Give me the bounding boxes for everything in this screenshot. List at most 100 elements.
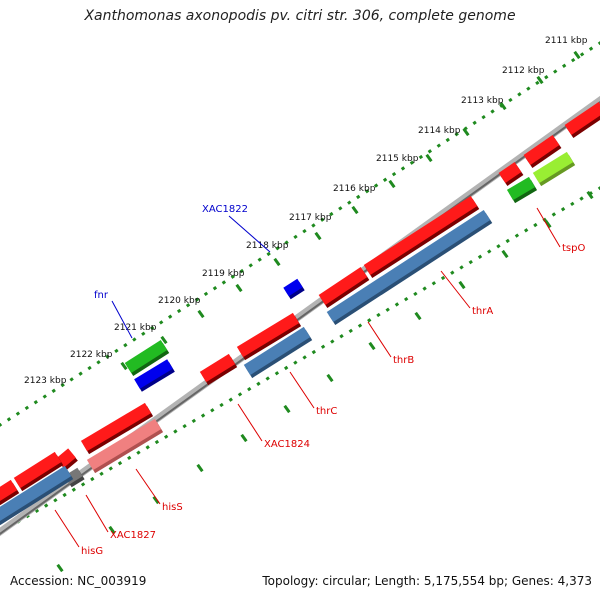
gene-hiss[interactable] [80, 402, 154, 455]
kbp-tick-label: 2122 kbp [70, 350, 113, 360]
kbp-tick-label: 2112 kbp [502, 66, 545, 76]
gene-label[interactable]: thrA [472, 306, 493, 317]
track-dot [6, 417, 12, 422]
gene-label-leader [228, 215, 271, 253]
track-dot [468, 259, 473, 265]
track-dot [329, 211, 334, 217]
track-dot [570, 57, 576, 63]
track-dot [338, 206, 343, 211]
kbp-tick-mark [152, 495, 160, 505]
kbp-tick-label: 2121 kbp [114, 323, 157, 333]
track-dot [348, 328, 353, 334]
kbp-tick-label: 2118 kbp [246, 241, 289, 251]
track-dot [176, 308, 182, 314]
track-dot [413, 291, 418, 296]
gene-label[interactable]: tspO [562, 243, 585, 254]
gene-xac1824[interactable] [199, 353, 238, 386]
gene-xac1822-highlight[interactable] [283, 278, 305, 300]
gene-xac1827[interactable] [13, 451, 64, 492]
gene-tspo-neighbor[interactable] [498, 162, 524, 186]
track-dot [194, 297, 200, 302]
gene-thra[interactable] [363, 195, 480, 279]
track-dot [535, 80, 540, 86]
kbp-tick-label: 2123 kbp [24, 376, 67, 386]
gene-hiss-light[interactable] [86, 418, 164, 474]
kbp-tick-mark [197, 309, 205, 319]
track-dot [311, 223, 316, 228]
kbp-tick-label: 2120 kbp [158, 296, 201, 306]
gene-tspo-green[interactable] [506, 176, 538, 204]
track-dot [182, 424, 187, 429]
cds-hisg[interactable] [0, 465, 74, 526]
gene-label[interactable]: thrC [316, 406, 337, 417]
track-dot [33, 400, 38, 405]
genome-backbone [0, 95, 600, 537]
gene-label[interactable]: thrB [393, 355, 414, 366]
gene-thrb[interactable] [318, 267, 370, 308]
track-dot [105, 354, 110, 359]
gene-label[interactable]: XAC1824 [264, 439, 310, 450]
gene-upper-right[interactable] [564, 102, 600, 138]
kbp-tick-mark [351, 205, 359, 215]
gene-tspo-light[interactable] [532, 151, 576, 187]
track-dot [42, 394, 47, 399]
track-dot [553, 69, 558, 74]
track-dot [570, 201, 575, 207]
gene-body [564, 102, 600, 135]
track-dot [228, 397, 233, 402]
kbp-tick-mark [499, 101, 507, 111]
track-dot [356, 194, 361, 200]
gene-body [363, 195, 478, 276]
track-dot [391, 171, 397, 177]
kbp-tick-label: 2117 kbp [289, 213, 332, 223]
gene-label-leader [367, 321, 392, 358]
track-dot [266, 251, 271, 257]
track-dot [311, 349, 317, 355]
kbp-tick-mark [573, 50, 581, 60]
kbp-tick-mark [458, 280, 466, 290]
accession-text: Accession: NC_003919 [10, 574, 147, 588]
gene-body [523, 135, 560, 165]
track-dot [403, 296, 409, 302]
gene-upper-right-2[interactable] [523, 135, 562, 168]
track-dot [472, 120, 477, 125]
gene-hisg[interactable] [0, 479, 20, 506]
map-title: Xanthomonas axonopodis pv. citri str. 30… [84, 8, 516, 24]
track-dot [562, 63, 567, 68]
gene-body [80, 402, 152, 452]
gene-label[interactable]: hisS [162, 502, 183, 513]
gene-body [13, 451, 62, 489]
track-dot [481, 114, 486, 120]
track-dot [159, 320, 164, 325]
track-dot [436, 143, 441, 148]
gene-fnr-highlight[interactable] [134, 359, 175, 392]
gene-body [134, 359, 173, 389]
gene-label[interactable]: fnr [94, 290, 109, 301]
genome-summary-text: Topology: circular; Length: 5,175,554 bp… [262, 574, 592, 588]
gene-fnr-green[interactable] [124, 339, 170, 377]
track-dot [71, 487, 77, 492]
cds-thra[interactable] [326, 209, 493, 326]
kbp-tick-mark [326, 373, 334, 383]
gene-label[interactable]: XAC1822 [202, 204, 248, 215]
kbp-tick-mark [314, 231, 322, 241]
cds-thrc[interactable] [243, 326, 313, 379]
track-dot [257, 257, 262, 262]
kbp-tick-mark [273, 257, 281, 267]
track-dot [274, 371, 280, 376]
gene-body [86, 418, 162, 471]
track-dot [69, 377, 74, 382]
track-dot [51, 388, 56, 393]
kbp-tick-mark [160, 335, 168, 345]
track-dot [496, 244, 501, 249]
track-dot [544, 75, 549, 80]
track-dot [221, 280, 227, 285]
gene-thrc[interactable] [236, 312, 302, 361]
track-dot [127, 455, 132, 461]
track-dot [62, 492, 67, 498]
gene-label[interactable]: XAC1827 [110, 530, 156, 541]
gene-label[interactable]: hisG [81, 546, 103, 557]
track-dot [117, 461, 123, 466]
gene-small-red[interactable] [56, 448, 78, 471]
track-dot [385, 307, 390, 312]
